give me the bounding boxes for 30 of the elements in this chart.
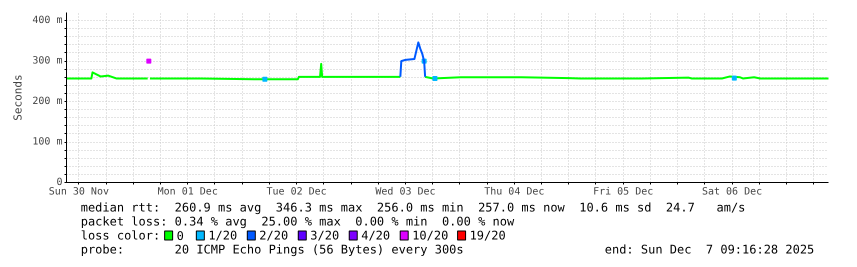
legend-label: 19/20 xyxy=(470,228,506,242)
point xyxy=(732,76,737,81)
y-tick-label: 400 m xyxy=(32,15,63,26)
x-tick-label: Sun 30 Nov xyxy=(48,186,110,198)
point xyxy=(262,76,268,82)
point xyxy=(146,58,152,64)
x-tick-label: Thu 04 Dec xyxy=(484,186,544,198)
x-tick-label: Mon 01 Dec xyxy=(158,186,218,198)
y-axis-title: Seconds xyxy=(11,74,24,121)
legend-title: loss color: xyxy=(80,228,160,242)
text: packet loss: 0.34 % avg 25.00 % max 0.00 % min 0.00 % now xyxy=(80,214,515,228)
legend-label: 0 xyxy=(176,229,184,243)
y-tick-label: 200 m xyxy=(32,96,63,108)
x-tick-label: Fri 05 Dec xyxy=(593,186,654,198)
legend-label: 10/20 xyxy=(412,228,448,242)
legend-label: 2/20 xyxy=(259,228,288,242)
legend-label: 4/20 xyxy=(361,228,390,242)
x-tick-label: Sat 06 Dec xyxy=(702,186,762,198)
legend-label: 1/20 xyxy=(208,228,238,242)
point xyxy=(432,76,438,81)
x-tick-label: Tue 02 Dec xyxy=(266,186,327,198)
x-tick-label: Wed 03 Dec xyxy=(375,186,436,198)
text: median rtt: 260.9 ms avg 346.3 ms max 256.0 ms min 257.0 ms now 10.6 ms sd 24.7 am/s xyxy=(80,200,746,214)
text: end: Sun Dec 7 09:16:28 2025 xyxy=(604,242,814,256)
legend-label: 3/20 xyxy=(310,228,340,242)
text: probe: 20 ICMP Echo Pings (56 Bytes) every 300s xyxy=(80,242,464,256)
line-series xyxy=(399,41,426,78)
y-tick-label: 100 m xyxy=(32,136,63,148)
y-tick-label: 300 m xyxy=(32,56,63,67)
y-tick-label: 0 xyxy=(56,177,63,188)
